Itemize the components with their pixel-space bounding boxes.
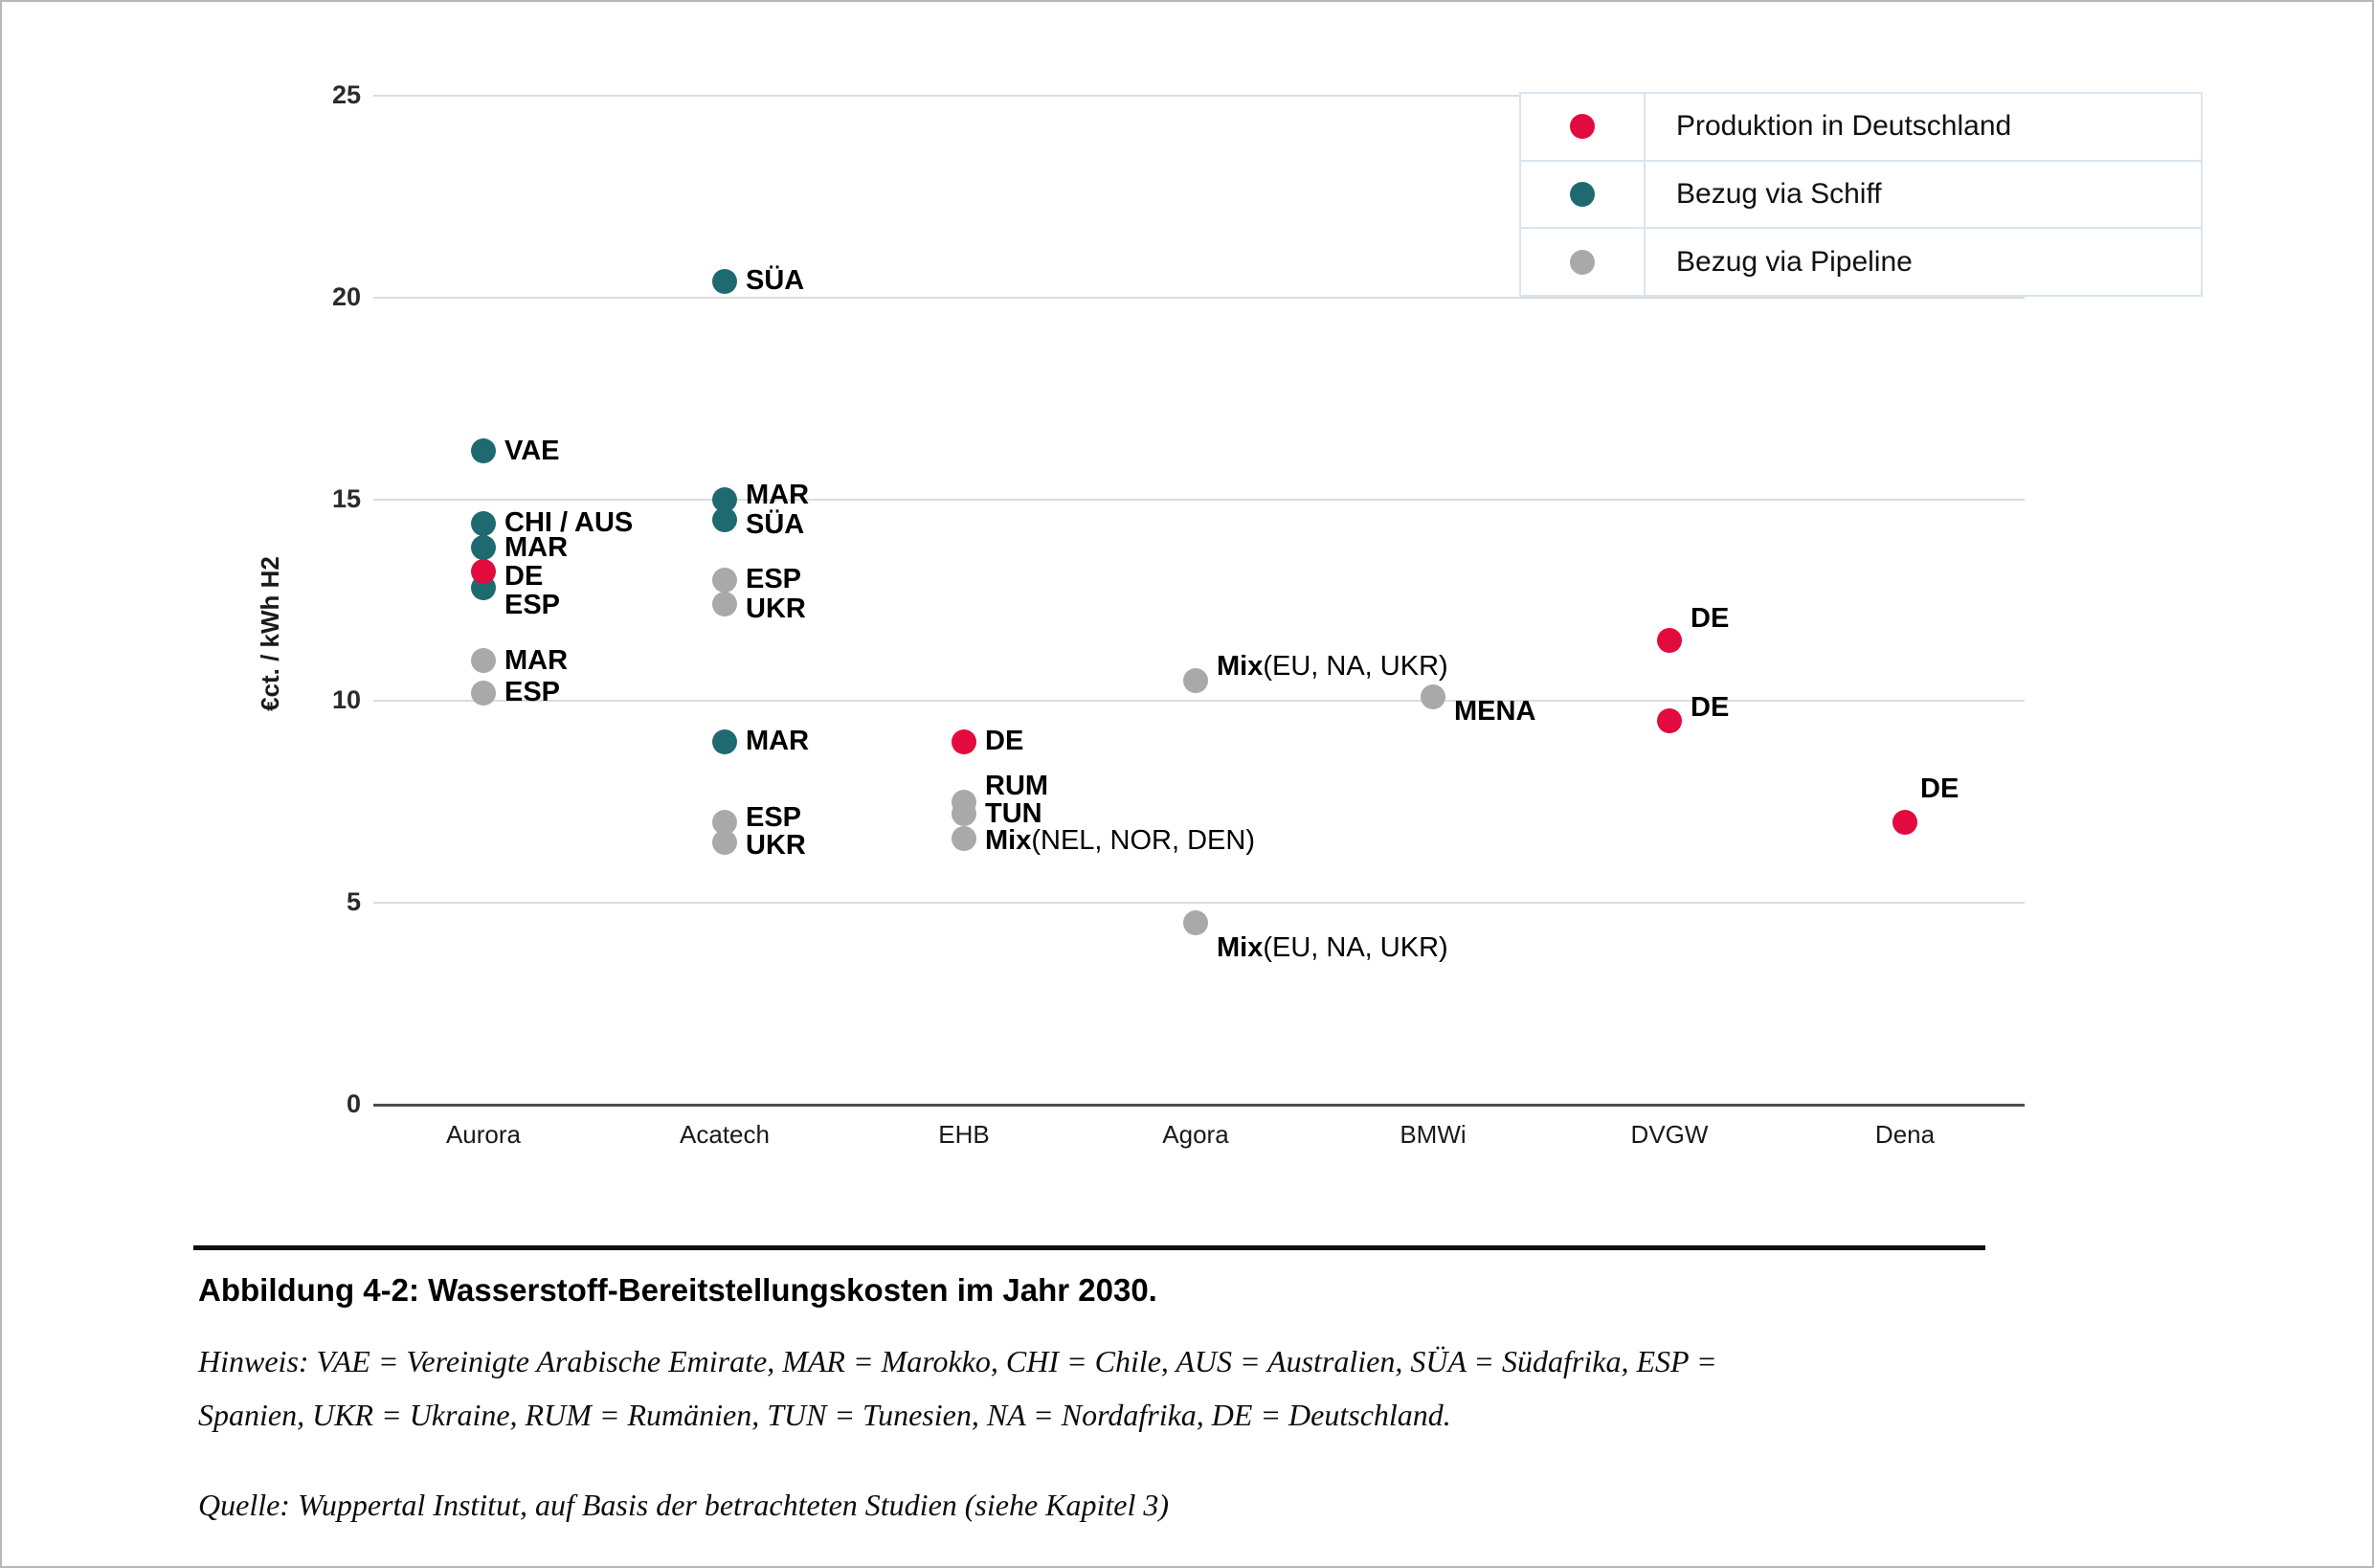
legend-dot-pipeline-icon [1570, 249, 1595, 275]
data-point-label: UKR [746, 593, 806, 624]
x-tick-label-bmwi: BMWi [1400, 1120, 1467, 1149]
data-point-label: SÜA [746, 265, 805, 297]
figure-source: Quelle: Wuppertal Institut, auf Basis de… [198, 1488, 1170, 1522]
legend-row-pipeline: Bezug via Pipeline [1521, 229, 2201, 296]
x-tick-label-ehb: EHB [938, 1120, 990, 1149]
y-tick-label: 0 [346, 1089, 361, 1118]
data-point-ehb-pipeline [952, 825, 976, 851]
gridline-y15 [373, 498, 2025, 501]
data-point-label: DE [1691, 691, 1730, 723]
data-point-label: DE [985, 726, 1024, 757]
y-tick-label: 5 [346, 887, 361, 917]
gridline-y5 [373, 902, 2025, 905]
legend-label-schiff: Bezug via Schiff [1676, 178, 1882, 210]
data-point-label: MAR [746, 726, 810, 757]
data-point-label: SÜA [746, 509, 805, 541]
data-point-aurora-schiff [471, 438, 496, 463]
data-point-aurora-produktion [471, 559, 496, 585]
data-point-label: Mix (EU, NA, UKR) [1217, 931, 1448, 963]
data-point-acatech-pipeline [712, 829, 737, 855]
data-point-dvgw-produktion [1657, 708, 1682, 734]
data-point-label: TUN [985, 797, 1042, 829]
figure-note: Hinweis: VAE = Vereinigte Arabische Emir… [198, 1334, 2256, 1442]
y-tick-label: 10 [331, 685, 361, 715]
data-point-label: MENA [1454, 695, 1536, 727]
data-point-bmwi-pipeline [1421, 684, 1445, 710]
data-point-label: UKR [746, 830, 806, 862]
data-point-ehb-pipeline [952, 801, 976, 827]
data-point-label: VAE [504, 435, 560, 466]
data-point-label: ESP [746, 564, 802, 595]
x-tick-label-acatech: Acatech [680, 1120, 770, 1149]
data-point-aurora-schiff [471, 510, 496, 536]
caption-divider-rule [193, 1245, 1985, 1250]
gridline-y0 [373, 1104, 2025, 1107]
y-tick-label: 15 [331, 483, 361, 513]
data-point-acatech-schiff [712, 506, 737, 532]
data-point-label: ESP [746, 802, 802, 834]
data-point-aurora-schiff [471, 535, 496, 561]
figure-note-line2: Spanien, UKR = Ukraine, RUM = Rumänien, … [198, 1398, 1451, 1432]
legend-row-schiff: Bezug via Schiff [1521, 161, 2201, 230]
data-point-aurora-pipeline [471, 680, 496, 706]
data-point-label: RUM [985, 771, 1049, 802]
x-tick-label-agora: Agora [1162, 1120, 1229, 1149]
data-point-label: Mix (EU, NA, UKR) [1217, 650, 1448, 682]
data-point-label: ESP [504, 677, 561, 708]
data-point-acatech-pipeline [712, 592, 737, 617]
y-axis-title: €ct. / kWh H2 [255, 556, 284, 711]
figure-note-line1: Hinweis: VAE = Vereinigte Arabische Emir… [198, 1344, 1717, 1378]
x-tick-label-dena: Dena [1874, 1120, 1936, 1149]
data-point-label: MAR [746, 480, 810, 511]
gridline-y20 [373, 296, 2025, 299]
data-point-label: ESP [504, 589, 561, 620]
data-point-label: MAR [504, 531, 569, 563]
legend-label-pipeline: Bezug via Pipeline [1676, 245, 1913, 278]
data-point-agora-pipeline [1183, 910, 1208, 936]
data-point-label: Mix (NEL, NOR, DEN) [985, 825, 1255, 857]
legend-dot-produktion-icon [1570, 114, 1595, 140]
figure-caption: Abbildung 4-2: Wasserstoff-Bereitstellun… [198, 1272, 1157, 1308]
data-point-aurora-pipeline [471, 648, 496, 674]
data-point-ehb-produktion [952, 728, 976, 754]
data-point-agora-pipeline [1183, 668, 1208, 694]
legend-dot-schiff-icon [1570, 182, 1595, 207]
data-point-label: DE [1920, 773, 1960, 805]
data-point-dvgw-produktion [1657, 628, 1682, 654]
legend: Produktion in Deutschland Bezug via Schi… [1519, 92, 2203, 297]
y-tick-label: 20 [331, 281, 361, 311]
data-point-dena-produktion [1892, 809, 1917, 835]
x-tick-label-aurora: Aurora [445, 1120, 522, 1149]
data-point-label: MAR [504, 644, 569, 676]
x-tick-label-dvgw: DVGW [1630, 1120, 1709, 1149]
gridline-y25 [373, 95, 2025, 97]
legend-label-produktion: Produktion in Deutschland [1676, 110, 2012, 143]
data-point-label: CHI / AUS [504, 507, 634, 539]
gridline-y10 [373, 700, 2025, 703]
data-point-label: DE [504, 560, 544, 592]
chart-area: €ct. / kWh H2 0 5 10 15 20 25 VAE CHI / AUS MAR… [2, 2, 2372, 1227]
legend-row-produktion: Produktion in Deutschland [1521, 94, 2201, 162]
data-point-label: DE [1691, 602, 1730, 634]
data-point-acatech-schiff [712, 268, 737, 294]
y-tick-label: 25 [331, 80, 361, 109]
data-point-acatech-pipeline [712, 567, 737, 593]
data-point-acatech-schiff [712, 728, 737, 754]
